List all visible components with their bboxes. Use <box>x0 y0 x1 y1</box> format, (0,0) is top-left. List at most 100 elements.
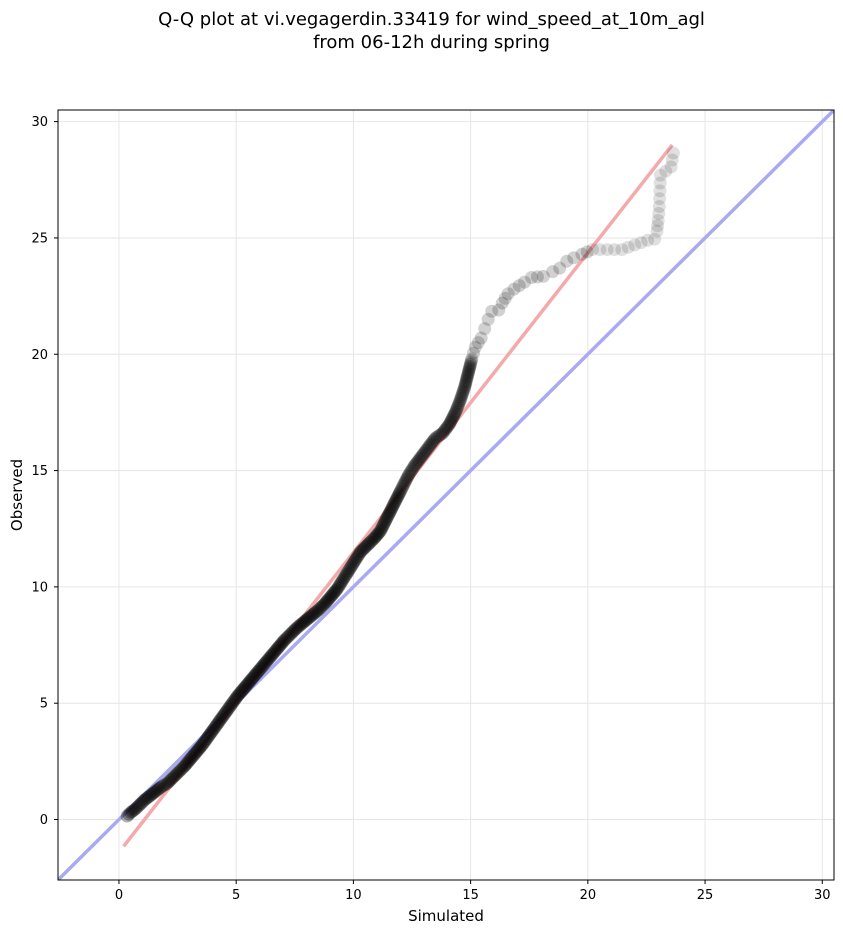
qq-point <box>409 457 423 471</box>
qq-point <box>145 787 159 801</box>
qq-point <box>401 468 415 482</box>
qq-point <box>142 789 156 803</box>
qq-point <box>202 728 216 742</box>
qq-point <box>153 781 167 795</box>
qq-point <box>164 772 178 786</box>
qq-point <box>421 440 435 454</box>
qq-point <box>328 585 342 599</box>
qq-point <box>399 474 413 488</box>
qq-point <box>392 487 406 501</box>
qq-point <box>406 461 420 475</box>
qq-point <box>317 598 331 612</box>
x-tick-label: 5 <box>232 888 240 903</box>
qq-point <box>351 549 365 563</box>
qq-point <box>444 414 458 428</box>
fit-line <box>122 143 674 848</box>
qq-point <box>600 243 614 257</box>
qq-point <box>463 357 477 371</box>
qq-point <box>525 270 539 284</box>
qq-point <box>374 522 388 536</box>
qq-point <box>343 562 357 576</box>
qq-point <box>128 802 142 816</box>
qq-point <box>512 279 526 293</box>
qq-point <box>185 751 199 765</box>
qq-point <box>324 589 338 603</box>
qq-point <box>228 692 242 706</box>
qq-point <box>193 741 207 755</box>
qq-point <box>286 625 300 639</box>
qq-point <box>124 806 138 820</box>
qq-point <box>375 520 389 534</box>
qq-point <box>356 542 370 556</box>
qq-point <box>379 513 393 527</box>
qq-point <box>553 261 567 275</box>
qq-point <box>147 786 161 800</box>
qq-point <box>198 735 212 749</box>
qq-point <box>417 447 431 461</box>
qq-point <box>322 592 336 606</box>
qq-point <box>398 476 412 490</box>
qq-point <box>412 453 426 467</box>
qq-point <box>130 800 144 814</box>
qq-point <box>352 547 366 561</box>
qq-point <box>167 769 181 783</box>
qq-point <box>313 602 327 616</box>
qq-point <box>468 340 482 354</box>
qq-point <box>567 251 581 265</box>
qq-point <box>279 632 293 646</box>
qq-point <box>205 725 219 739</box>
qq-point <box>242 675 256 689</box>
qq-point <box>518 275 532 289</box>
qq-point <box>446 410 460 424</box>
qq-point <box>274 638 288 652</box>
qq-point <box>209 719 223 733</box>
qq-point <box>349 552 363 566</box>
qq-point <box>251 664 265 678</box>
qq-point <box>358 541 372 555</box>
qq-point <box>348 554 362 568</box>
qq-point <box>249 667 263 681</box>
qq-point <box>237 681 251 695</box>
y-tick-label: 5 <box>40 697 48 712</box>
qq-point <box>430 430 444 444</box>
qq-point <box>419 443 433 457</box>
qq-point <box>308 605 322 619</box>
qq-point <box>391 489 405 503</box>
qq-point <box>384 504 398 518</box>
qq-point <box>150 783 164 797</box>
qq-point <box>478 322 492 336</box>
qq-point <box>501 287 515 301</box>
qq-point <box>304 609 318 623</box>
qq-point <box>307 607 321 621</box>
qq-point <box>285 626 299 640</box>
qq-point <box>437 425 451 439</box>
qq-point <box>464 356 478 370</box>
qq-point <box>448 405 462 419</box>
qq-point <box>248 668 262 682</box>
qq-point <box>474 331 488 345</box>
qq-point <box>471 336 485 350</box>
qq-point <box>462 363 476 377</box>
qq-point <box>575 247 589 261</box>
qq-point <box>271 640 285 654</box>
qq-point <box>207 722 221 736</box>
qq-point <box>418 445 432 459</box>
qq-point <box>492 303 506 317</box>
qq-point <box>170 766 184 780</box>
qq-point <box>183 752 197 766</box>
qq-point <box>323 591 337 605</box>
qq-point <box>250 665 264 679</box>
qq-point <box>373 524 387 538</box>
qq-point <box>386 498 400 512</box>
qq-point <box>608 243 622 257</box>
qq-point <box>331 580 345 594</box>
qq-point <box>261 653 275 667</box>
qq-point <box>455 388 469 402</box>
qq-point <box>221 702 235 716</box>
qq-point <box>190 744 204 758</box>
qq-point <box>273 639 287 653</box>
y-tick-label: 10 <box>31 580 48 595</box>
qq-point <box>189 745 203 759</box>
qq-point <box>337 571 351 585</box>
qq-point <box>411 454 425 468</box>
